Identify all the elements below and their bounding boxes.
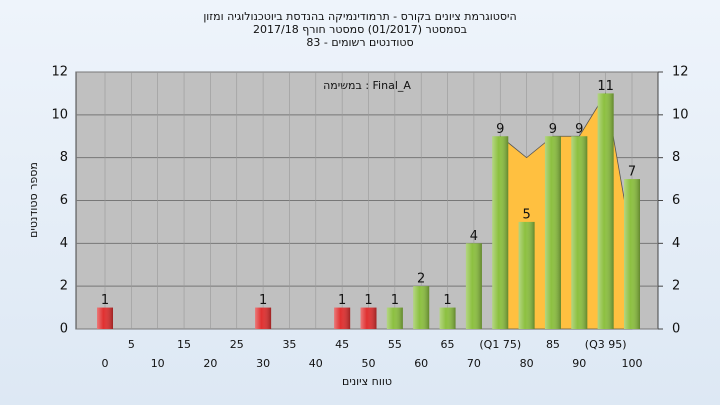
bar-shade — [334, 307, 351, 329]
y2-tick-label: 0 — [672, 322, 680, 337]
value-label: 5 — [522, 207, 530, 222]
value-label: 7 — [628, 165, 636, 180]
value-label: 1 — [391, 293, 399, 308]
y-tick-label: 2 — [60, 279, 68, 294]
y2-tick-label: 2 — [672, 279, 680, 294]
bar-shade — [518, 221, 535, 329]
title-line: בסמסטר (01/2017) סמסטר חורף 2017/18 — [253, 23, 467, 36]
x-tick-label: (Q1 75) — [479, 338, 521, 351]
value-label: 1 — [101, 293, 109, 308]
x-tick-label: 45 — [335, 338, 349, 351]
x-tick-label: 70 — [467, 357, 481, 370]
x-tick-label: 100 — [622, 357, 643, 370]
y2-tick-label: 4 — [672, 236, 680, 251]
y-tick-label: 10 — [51, 107, 68, 122]
title-line: היסטוגרמת ציונים בקורס - תרמודינמיקה בהנ… — [203, 10, 516, 23]
value-label: 1 — [364, 293, 372, 308]
value-label: 1 — [443, 293, 451, 308]
bar-shade — [386, 307, 403, 329]
bar-shade — [255, 307, 272, 329]
x-tick-label: 85 — [546, 338, 560, 351]
value-label: 1 — [338, 293, 346, 308]
bar-shade — [597, 93, 614, 330]
x-tick-label: 0 — [102, 357, 109, 370]
x-tick-label: 15 — [177, 338, 191, 351]
x-tick-label: 55 — [388, 338, 402, 351]
bar-shade — [492, 136, 509, 329]
y2-tick-label: 8 — [672, 150, 680, 165]
value-label: 9 — [549, 122, 557, 137]
x-tick-label: 50 — [362, 357, 376, 370]
bar-shade — [571, 136, 588, 329]
bar-shade — [465, 243, 482, 329]
bar-shade — [413, 286, 430, 329]
x-tick-label: 60 — [414, 357, 428, 370]
x-tick-label: 65 — [441, 338, 455, 351]
y-tick-label: 4 — [60, 236, 68, 251]
annotation: במשימה : Final_A — [323, 79, 411, 92]
y2-tick-label: 10 — [672, 107, 689, 122]
title-line: סטודנטים רשומים - 83 — [306, 36, 413, 49]
y-axis-label: מספר סטודנטים — [27, 162, 40, 238]
y-tick-label: 0 — [60, 322, 68, 337]
y-tick-label: 12 — [51, 65, 68, 80]
bar-shade — [97, 307, 113, 329]
value-label: 9 — [496, 122, 504, 137]
x-tick-label: 80 — [520, 357, 534, 370]
x-tick-label: 30 — [256, 357, 270, 370]
x-tick-label: (Q3 95) — [585, 338, 627, 351]
y2-tick-label: 6 — [672, 193, 680, 208]
x-tick-label: 40 — [309, 357, 323, 370]
y-tick-label: 8 — [60, 150, 68, 165]
y2-tick-label: 12 — [672, 65, 689, 80]
value-label: 1 — [259, 293, 267, 308]
value-label: 9 — [575, 122, 583, 137]
value-label: 2 — [417, 272, 425, 287]
bar-shade — [439, 307, 456, 329]
x-tick-label: 20 — [203, 357, 217, 370]
x-tick-label: 90 — [572, 357, 586, 370]
x-axis-label: טווח ציונים — [342, 375, 392, 388]
y-tick-label: 6 — [60, 193, 68, 208]
x-tick-label: 25 — [230, 338, 244, 351]
value-label: 4 — [470, 229, 478, 244]
x-tick-label: 5 — [128, 338, 135, 351]
bar-shade — [624, 179, 640, 329]
x-tick-label: 35 — [282, 338, 296, 351]
value-label: 11 — [597, 79, 614, 94]
bar-shade — [360, 307, 377, 329]
bar-shade — [544, 136, 561, 329]
x-tick-label: 10 — [151, 357, 165, 370]
